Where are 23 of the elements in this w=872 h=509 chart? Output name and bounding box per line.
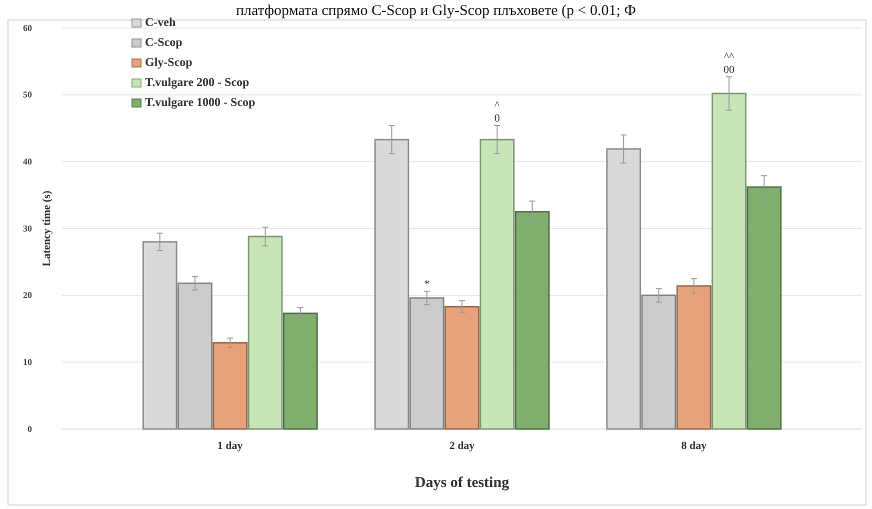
annotation: *	[424, 278, 430, 290]
text: платформата спрямо C-Scop и Gly-Scop плъховете (p < 0.01; Ф	[236, 3, 636, 19]
x-tick-label: 8 day	[681, 440, 708, 452]
y-tick-label: 20	[23, 290, 32, 300]
x-axis-title: Days of testing	[414, 475, 510, 491]
y-tick-label: 40	[23, 156, 32, 167]
annotation: ^	[494, 100, 501, 112]
y-tick-label: 50	[23, 90, 32, 100]
x-tick-label: 2 day	[449, 440, 476, 452]
annotation: 00	[724, 64, 736, 76]
y-axis-title: Latency time (s)	[41, 190, 53, 266]
legend-label: C-Scop	[145, 35, 183, 49]
legend-label: Gly-Scop	[145, 55, 193, 69]
x-tick-label: 1 day	[217, 440, 244, 452]
y-tick-label: 10	[23, 357, 32, 368]
y-tick-label: 60	[23, 22, 32, 33]
annotation: ^^	[724, 50, 736, 63]
y-tick-label: 0	[28, 424, 32, 434]
y-tick-label: 30	[23, 223, 32, 234]
annotation: 0	[494, 112, 500, 125]
legend-label: T.vulgare 1000 - Scop	[145, 95, 256, 109]
legend-label: C-veh	[145, 15, 176, 29]
legend-label: T.vulgare 200 - Scop	[145, 75, 250, 89]
